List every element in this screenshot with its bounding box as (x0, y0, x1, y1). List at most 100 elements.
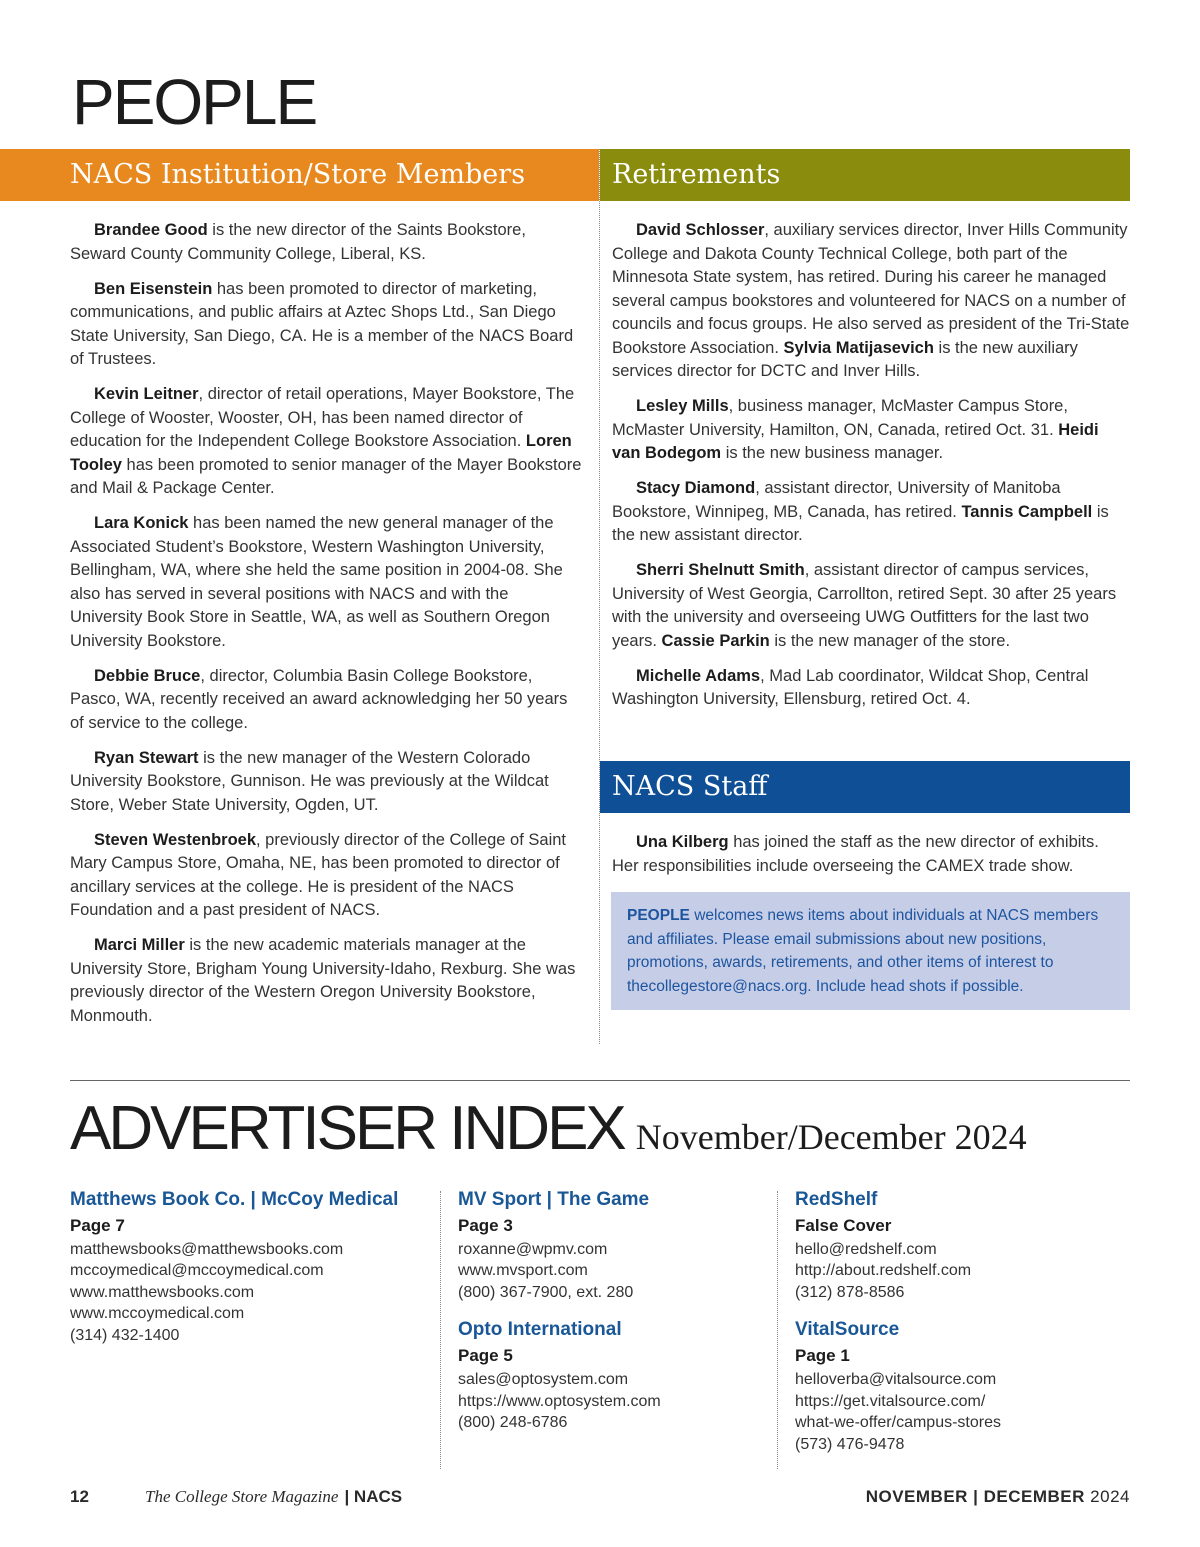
advertiser-divider (777, 1190, 778, 1469)
advertiser-index-title: ADVERTISER INDEX November/December 2024 (70, 1089, 1200, 1177)
footer-org: | NACS (344, 1487, 403, 1506)
right-column: Retirements David Schlosser, auxiliary s… (600, 149, 1130, 1044)
members-column: Brandee Good is the new director of the … (0, 201, 599, 1044)
advertiser-contact[interactable]: https://get.vitalsource.com/ (795, 1392, 986, 1410)
advertiser-column: RedShelf False Cover hello@redshelf.com htt… (795, 1187, 1125, 1470)
person-name: Stacy Diamond (636, 479, 756, 497)
note-lead: PEOPLE (627, 907, 690, 924)
advertiser-name: MV Sport | The Game (458, 1188, 650, 1210)
news-item: Una Kilberg has joined the staff as the … (612, 831, 1130, 878)
news-text: is the new director of the Saints Bookst… (70, 221, 526, 263)
section-divider (70, 1079, 1130, 1081)
issue-footer: NOVEMBER | DECEMBER 2024 (865, 1487, 1130, 1506)
person-name: Tannis Campbell (961, 502, 1093, 521)
news-item: Steven Westenbroek, previously director … (70, 829, 585, 923)
person-name: Heidi van Bodegom (612, 420, 1099, 463)
person-name: Michelle Adams (636, 666, 761, 685)
news-item: David Schlosser, auxiliary services dire… (612, 219, 1130, 384)
advertiser-entry: Opto International Page 5 sales@optosystem… (458, 1317, 777, 1434)
month-2: DECEMBER (983, 1487, 1085, 1506)
issue-date: November/December 2024 (635, 1116, 1027, 1157)
news-text: is the new academic materials manager at… (70, 936, 576, 1025)
advertiser-contact[interactable]: mccoymedical@mccoymedical.com (70, 1262, 324, 1279)
person-name: Kevin Leitner (94, 385, 199, 403)
advertiser-contact[interactable]: (573) 476-9478 (795, 1435, 905, 1453)
advertiser-contact[interactable]: (312) 878-8586 (795, 1283, 905, 1301)
advertiser-name: Matthews Book Co. | McCoy Medical (70, 1188, 399, 1210)
retirements-heading: Retirements (600, 149, 1130, 201)
news-text: is the new auxiliary services director f… (612, 338, 1078, 381)
person-name: Loren Tooley (70, 432, 572, 474)
advertiser-entry: RedShelf False Cover hello@redshelf.com htt… (795, 1187, 1125, 1304)
advertiser-contact[interactable]: https://www.optosystem.com (458, 1392, 661, 1410)
advertiser-contact[interactable]: sales@optosystem.com (458, 1371, 629, 1388)
news-text: is the new manager of the Western Colora… (70, 748, 549, 814)
news-text: is the new manager of the store. (769, 631, 1011, 650)
person-name: Ryan Stewart (94, 748, 199, 767)
year: 2024 (1090, 1487, 1130, 1506)
news-item: Stacy Diamond, assistant director, Unive… (612, 477, 1130, 548)
advertiser-entry: MV Sport | The Game Page 3 roxanne@wpmv.co… (458, 1187, 777, 1304)
person-name: Debbie Bruce (94, 666, 201, 685)
month-1: NOVEMBER (865, 1487, 968, 1506)
advertiser-contact[interactable]: www.mvsport.com (458, 1262, 588, 1279)
news-item: Ryan Stewart is the new manager of the W… (70, 747, 585, 818)
news-item: Lesley Mills, business manager, McMaster… (612, 395, 1130, 466)
advertiser-page: False Cover (795, 1215, 892, 1235)
news-text: , assistant director, University of Mani… (612, 479, 1061, 521)
page-footer: 12 The College Store Magazine | NACS NOV… (70, 1487, 1130, 1547)
news-item: Debbie Bruce, director, Columbia Basin C… (70, 665, 585, 736)
advertiser-contact[interactable]: what-we-offer/campus-stores (795, 1414, 1001, 1431)
person-name: Sherri Shelnutt Smith (636, 561, 805, 579)
person-name: Sylvia Matijasevich (783, 338, 934, 357)
advertiser-name: Opto International (458, 1319, 622, 1340)
news-text: , director, Columbia Basin College Books… (70, 666, 568, 732)
news-item: Marci Miller is the new academic materia… (70, 934, 585, 1028)
advertiser-contact[interactable]: www.mccoymedical.com (70, 1305, 245, 1322)
advertiser-page: Page 3 (458, 1215, 513, 1235)
advertiser-contact[interactable]: hello@redshelf.com (795, 1240, 937, 1258)
advertiser-contact[interactable]: matthewsbooks@matthewsbooks.com (70, 1240, 344, 1258)
person-name: Lara Konick (94, 514, 189, 532)
news-item: Michelle Adams, Mad Lab coordinator, Wil… (612, 665, 1130, 712)
page-title: PEOPLE (72, 66, 318, 138)
advertiser-page: Page 7 (70, 1215, 125, 1235)
person-name: Lesley Mills (636, 397, 729, 415)
news-text: is the new assistant director. (612, 502, 1109, 545)
person-name: Ben Eisenstein (94, 279, 213, 298)
news-text: has been promoted to senior manager of t… (70, 455, 582, 498)
members-heading: NACS Institution/Store Members (0, 149, 599, 201)
advertiser-page: Page 5 (458, 1346, 513, 1365)
person-name: David Schlosser (636, 221, 765, 239)
advertiser-page: Page 1 (795, 1346, 850, 1365)
news-text: , Mad Lab coordinator, Wildcat Shop, Cen… (612, 666, 1089, 709)
advertiser-contact[interactable]: http://about.redshelf.com (795, 1262, 972, 1279)
advertiser-contact[interactable]: (800) 248-6786 (458, 1414, 568, 1431)
page-number: 12 (70, 1487, 89, 1506)
person-name: Brandee Good (94, 221, 208, 239)
advertiser-list: Matthews Book Co. | McCoy Medical Page 7 m… (70, 1187, 1130, 1470)
person-name: Una Kilberg (636, 833, 729, 851)
advertiser-name: VitalSource (795, 1319, 900, 1340)
advertiser-contact[interactable]: (314) 432-1400 (70, 1326, 180, 1344)
advertiser-column: Matthews Book Co. | McCoy Medical Page 7 m… (70, 1187, 440, 1470)
news-text: , auxiliary services director, Inver Hil… (612, 221, 1130, 357)
advertiser-contact[interactable]: www.matthewsbooks.com (70, 1283, 255, 1301)
news-item: Lara Konick has been named the new gener… (70, 512, 585, 653)
person-name: Steven Westenbroek (94, 830, 257, 849)
advertiser-column: MV Sport | The Game Page 3 roxanne@wpmv.co… (458, 1187, 777, 1470)
person-name: Marci Miller (94, 936, 185, 954)
person-name: Cassie Parkin (661, 631, 770, 650)
news-text: , director of retail operations, Mayer B… (70, 385, 575, 450)
news-item: Brandee Good is the new director of the … (70, 219, 585, 266)
news-text: has been named the new general manager o… (70, 514, 563, 650)
people-section: NACS Institution/Store Members Brandee G… (0, 149, 1130, 1044)
news-text: , previously director of the College of … (70, 830, 567, 920)
news-text: , assistant director of campus services,… (612, 561, 1117, 650)
advertiser-contact[interactable]: roxanne@wpmv.com (458, 1240, 608, 1258)
advertiser-index-heading: ADVERTISER INDEX (70, 1093, 627, 1163)
advertiser-contact[interactable]: (800) 367-7900, ext. 280 (458, 1283, 634, 1301)
advertiser-contact[interactable]: helloverba@vitalsource.com (795, 1371, 997, 1388)
news-text: , business manager, McMaster Campus Stor… (612, 397, 1068, 439)
news-text: has been promoted to director of marketi… (70, 279, 574, 369)
